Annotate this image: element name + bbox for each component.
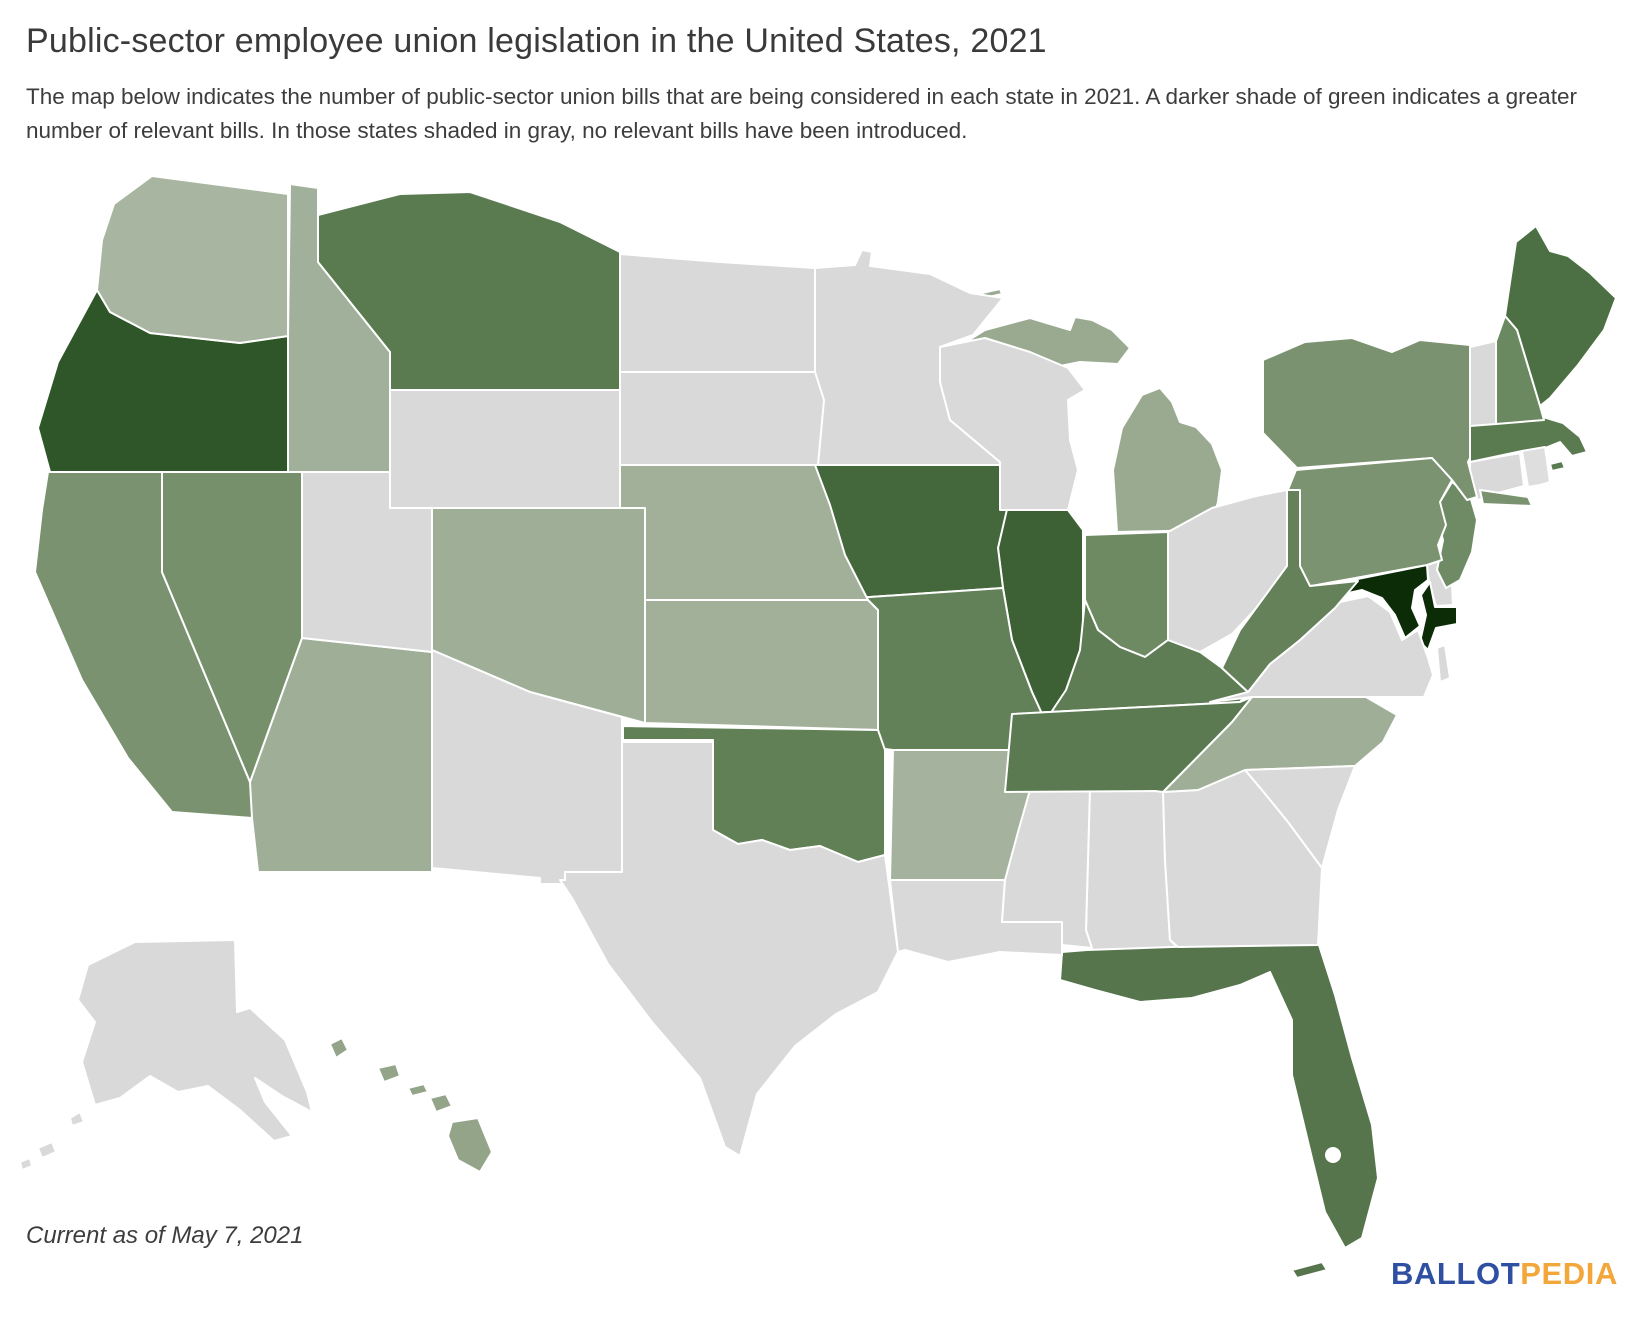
state-WV[interactable]: West Virginia [1221,489,1359,693]
state-KS[interactable]: Kansas [644,599,879,731]
state-VT[interactable]: Vermont [1469,340,1497,427]
state-MS[interactable]: Mississippi [1001,787,1093,949]
state-FL[interactable]: Florida [1059,941,1379,1279]
state-TX[interactable]: Texas [559,741,899,1157]
state-WY[interactable]: Wyoming [389,389,621,509]
state-KY[interactable]: Kentucky [1011,599,1249,727]
page-subtitle: The map below indicates the number of pu… [26,84,1577,143]
map-date-note: Current as of May 7, 2021 [26,1222,304,1249]
state-SD[interactable]: South Dakota [619,371,825,466]
state-WI[interactable]: Wisconsin [939,337,1086,511]
state-NE[interactable]: Nebraska [619,464,869,601]
page-title: Public-sector employee union legislation… [26,22,1047,60]
state-NY[interactable]: New York [1262,337,1533,507]
state-MA[interactable]: Massachusetts [1469,416,1588,472]
state-ND[interactable]: North Dakota [619,253,816,373]
state-TN[interactable]: Tennessee [1004,696,1253,793]
logo-pedia-text: PEDIA [1520,1256,1618,1291]
state-AK[interactable]: Alaska [19,939,313,1171]
lake-okeechobee [1325,1147,1341,1163]
logo-ballot-text: BALLOT [1390,1256,1521,1291]
state-SC[interactable]: South Carolina [1244,765,1356,869]
state-WA[interactable]: Washington [96,175,289,344]
state-RI[interactable]: Rhode Island [1521,446,1551,488]
states-layer: AlabamaAlaskaArizonaArkansasCaliforniaCo… [19,175,1617,1279]
state-HI[interactable]: Hawaii [329,1037,493,1173]
ballotpedia-logo[interactable]: BALLOTPEDIA [1391,1256,1618,1292]
